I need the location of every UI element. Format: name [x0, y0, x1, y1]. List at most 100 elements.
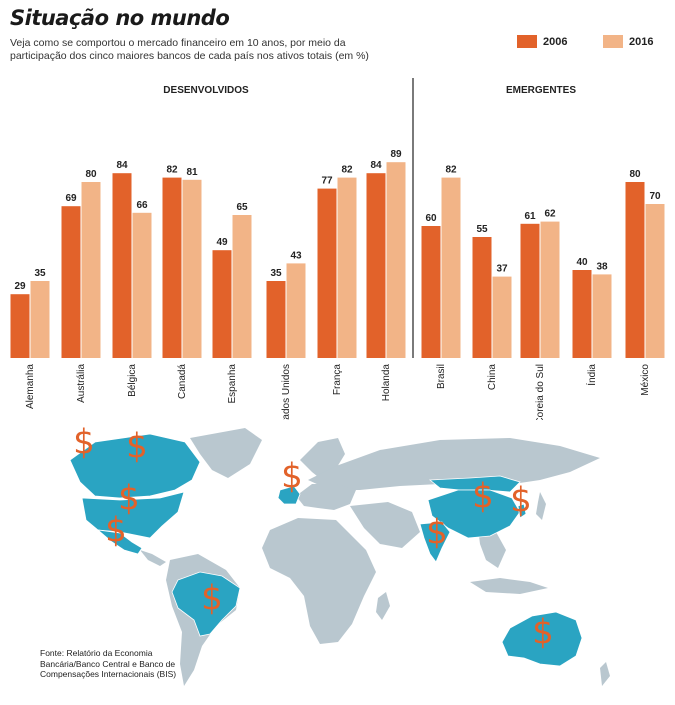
- value-label-2016: 66: [136, 200, 148, 211]
- bar-2016: [30, 281, 50, 358]
- land-eurasia-north: [308, 438, 600, 490]
- dollar-icon: $: [126, 427, 148, 467]
- source-note: Fonte: Relatório da Economia Bancária/Ba…: [40, 648, 177, 679]
- land-middle-east: [350, 502, 420, 548]
- category-label: China: [487, 364, 498, 391]
- value-label-2006: 84: [116, 160, 128, 171]
- chart-title: Situação no mundo: [10, 6, 230, 30]
- value-label-2006: 69: [65, 193, 77, 204]
- dollar-icon: $: [472, 477, 494, 517]
- land-south-korea: [517, 503, 527, 519]
- category-label: Estados Unidos: [281, 364, 292, 420]
- dollar-icon: $: [510, 481, 532, 521]
- land-greenland: [190, 428, 262, 478]
- category-label: França: [332, 364, 343, 396]
- value-label-2016: 37: [496, 264, 508, 275]
- value-label-2006: 80: [629, 169, 641, 180]
- dollar-icon: $: [281, 457, 303, 497]
- land-united-states: [81, 491, 185, 539]
- land-france: [277, 485, 301, 505]
- world-map: $ $ $ $ $ $ $ $ $ $: [69, 423, 610, 686]
- dollar-icon: $: [426, 513, 448, 553]
- bar-2006: [520, 223, 540, 358]
- dollar-icon: $: [105, 511, 127, 551]
- category-label: Canadá: [177, 364, 188, 399]
- category-label: Holanda: [381, 364, 392, 402]
- dollar-icon: $: [532, 613, 554, 653]
- value-label-2006: 60: [425, 213, 437, 224]
- land-highlighted: [69, 433, 583, 667]
- category-label: Bélgica: [127, 364, 138, 397]
- category-label: Coreia do Sul: [535, 364, 546, 420]
- value-label-2006: 40: [576, 257, 588, 268]
- legend-item-2016: 2016: [603, 35, 653, 48]
- value-label-2006: 82: [166, 165, 178, 176]
- land-madagascar: [376, 592, 390, 620]
- bar-2016: [81, 182, 101, 358]
- legend-item-2006: 2006: [517, 35, 567, 48]
- bar-2006: [472, 237, 492, 358]
- legend-label-2006: 2006: [543, 35, 568, 48]
- value-label-2016: 81: [186, 167, 198, 178]
- value-label-2016: 80: [85, 169, 97, 180]
- value-label-2006: 55: [476, 224, 488, 235]
- chart-subtitle: Veja como se comportou o mercado finance…: [10, 37, 369, 62]
- value-label-2016: 38: [596, 261, 608, 272]
- dollar-icon: $: [118, 479, 140, 519]
- land-canada: [69, 433, 201, 499]
- bar-2016: [592, 274, 612, 358]
- dollar-markers: $ $ $ $ $ $ $ $ $ $: [73, 423, 554, 653]
- land-africa: [262, 518, 376, 644]
- value-label-2006: 29: [14, 281, 26, 292]
- value-label-2016: 35: [34, 268, 46, 279]
- category-label: Alemanha: [25, 364, 36, 409]
- value-label-2016: 82: [341, 165, 353, 176]
- value-label-2016: 82: [445, 165, 457, 176]
- land-russia: [428, 475, 521, 493]
- bar-2006: [162, 177, 182, 358]
- bar-2006: [266, 281, 286, 358]
- dollar-icon: $: [201, 579, 223, 619]
- category-label: México: [640, 364, 651, 396]
- land-indonesia: [470, 578, 548, 594]
- bar-2006: [421, 226, 441, 358]
- value-label-2016: 43: [290, 250, 302, 261]
- land-southeast-asia: [478, 528, 506, 568]
- value-label-2006: 84: [370, 160, 382, 171]
- value-label-2006: 49: [216, 237, 228, 248]
- value-label-2016: 62: [544, 209, 556, 220]
- bar-chart: DESENVOLVIDOS EMERGENTES 29 35 Alemanha 69 80 A…: [10, 78, 665, 420]
- bar-2016: [441, 177, 461, 358]
- legend-swatch-2006: [517, 35, 537, 48]
- bar-2006: [366, 173, 386, 358]
- category-label: Austrália: [76, 364, 87, 403]
- value-label-2006: 61: [524, 211, 536, 222]
- value-label-2016: 65: [236, 202, 248, 213]
- legend-label-2016: 2016: [629, 35, 654, 48]
- category-label: Índia: [585, 364, 598, 386]
- bar-2006: [112, 173, 132, 358]
- value-label-2006: 35: [270, 268, 282, 279]
- bar-2016: [132, 212, 152, 358]
- value-label-2016: 70: [649, 191, 661, 202]
- bar-2016: [182, 179, 202, 358]
- land-new-zealand: [600, 662, 610, 686]
- land-central-america: [140, 550, 166, 566]
- bar-2016: [337, 177, 357, 358]
- land-india: [419, 521, 451, 563]
- legend: 2006 2016: [517, 35, 667, 53]
- land-brazil: [171, 571, 241, 637]
- bar-2006: [572, 270, 592, 358]
- group-label-emergentes: EMERGENTES: [506, 85, 576, 96]
- bar-2006: [212, 250, 232, 358]
- land-mexico: [96, 529, 143, 555]
- group-label-desenvolvidos: DESENVOLVIDOS: [163, 85, 249, 96]
- value-label-2006: 77: [321, 176, 333, 187]
- value-label-2016: 89: [390, 149, 402, 160]
- category-label: Brasil: [436, 364, 447, 389]
- legend-swatch-2016: [603, 35, 623, 48]
- dollar-icon: $: [73, 423, 95, 463]
- land-australia: [501, 611, 583, 667]
- bar-2016: [232, 215, 252, 358]
- bar-2006: [625, 182, 645, 358]
